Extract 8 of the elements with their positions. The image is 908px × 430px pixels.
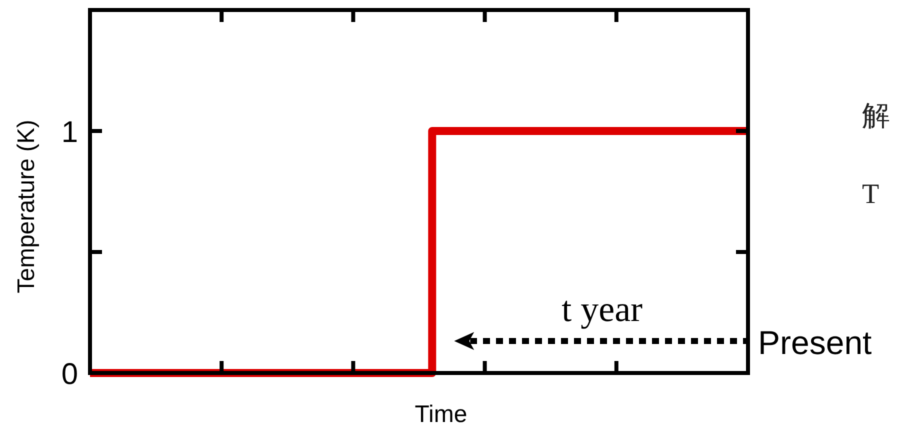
y-tick-label: 0 — [61, 358, 78, 391]
text: Present — [758, 324, 872, 361]
y-tick-label: 1 — [61, 116, 78, 149]
y-axis-title: Temperature (K) — [13, 120, 40, 294]
text: 解 — [862, 100, 890, 131]
annotation: t year — [562, 289, 643, 329]
text: T — [862, 179, 880, 210]
x-axis-title: Time — [414, 401, 468, 428]
